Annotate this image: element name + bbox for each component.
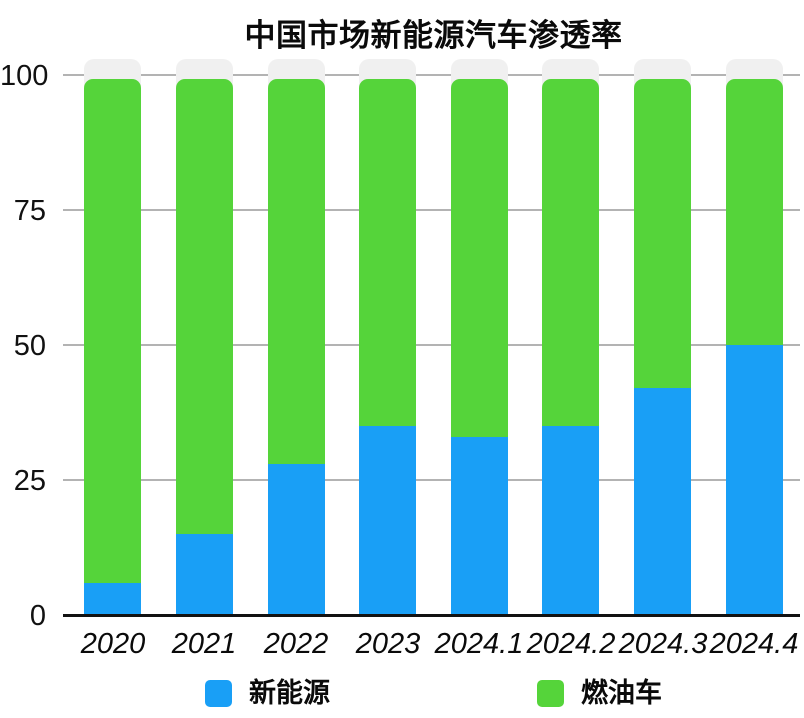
legend-label-nev: 新能源	[249, 678, 330, 708]
y-tick-label-50: 50	[13, 330, 46, 362]
bar-2024.2	[542, 79, 599, 615]
legend-swatch-fuel-icon	[537, 680, 564, 707]
bar-2021	[176, 79, 233, 615]
legend-label-fuel: 燃油车	[581, 678, 662, 708]
bar-2024.4	[726, 79, 783, 615]
legend-item-fuel: 燃油车	[537, 679, 662, 708]
x-axis-label-2020: 2020	[80, 628, 146, 660]
bar-segment-nev-2023	[359, 426, 416, 615]
chart-title: 中国市场新能源汽车渗透率	[244, 18, 623, 53]
bar-segment-nev-2024.1	[451, 436, 508, 615]
x-axis-line	[63, 614, 800, 617]
gridline-75	[63, 209, 800, 211]
x-axis-label-2024.2: 2024.2	[526, 628, 616, 660]
bar-segment-nev-2024.3	[634, 388, 691, 615]
x-axis-label-2024.1: 2024.1	[434, 628, 524, 660]
bar-2024.1	[451, 79, 508, 615]
bar-segment-nev-2021	[176, 534, 233, 615]
bar-2022	[268, 79, 325, 615]
gridline-25	[63, 479, 800, 481]
bar-segment-nev-2024.4	[726, 345, 783, 615]
x-axis-label-2022: 2022	[263, 628, 329, 660]
x-axis-label-2023: 2023	[355, 628, 421, 660]
x-axis-label-2024.3: 2024.3	[618, 628, 708, 660]
y-tick-label-25: 25	[13, 465, 46, 497]
bar-2024.3	[634, 79, 691, 615]
bar-segment-nev-2024.2	[542, 426, 599, 615]
gridline-50	[63, 344, 800, 346]
legend-swatch-nev-icon	[205, 680, 232, 707]
y-tick-label-0: 0	[29, 600, 46, 632]
bar-segment-nev-2022	[268, 463, 325, 615]
gridline-100	[63, 74, 800, 76]
legend-item-nev: 新能源	[205, 679, 330, 708]
x-axis-label-2024.4: 2024.4	[709, 628, 799, 660]
bar-2020	[84, 79, 141, 615]
y-tick-label-75: 75	[13, 195, 46, 227]
bar-2023	[359, 79, 416, 615]
x-axis-label-2021: 2021	[171, 628, 237, 660]
y-tick-label-100: 100	[0, 60, 49, 92]
bar-segment-nev-2020	[84, 582, 141, 615]
